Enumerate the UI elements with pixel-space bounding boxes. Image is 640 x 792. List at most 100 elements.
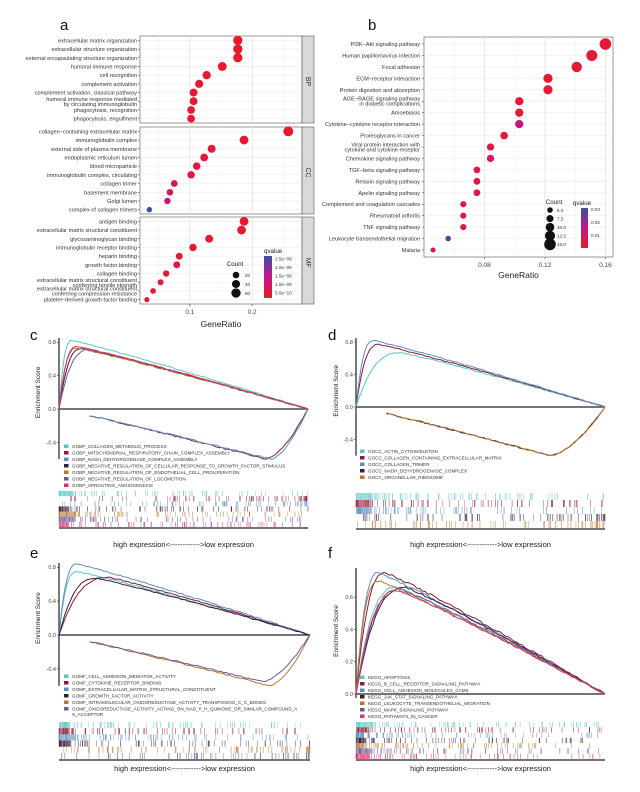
y-tick-label: 0.6 (345, 595, 353, 601)
y-tick-label: Leukocyte transendothelial migration (329, 237, 420, 243)
legend-swatch (360, 714, 365, 718)
y-tick-label-line: Leukocyte transendothelial migration (329, 237, 420, 243)
dot (460, 224, 467, 231)
legend-label: KEGG_JAK_STAT_SIGNALING_PATHWAY (368, 695, 458, 700)
y-axis-title: Enrichment Score (35, 366, 42, 418)
dot (195, 79, 204, 88)
legend-qvalue-label: 0.02 (591, 220, 600, 225)
legend-label: GOBP_NEGATIVE_REGULATION_OF_ENDOTHELIAL_… (72, 470, 239, 475)
legend-swatch (64, 457, 69, 461)
dot (146, 206, 153, 213)
legend-qvalue-title: qvalue (573, 200, 592, 207)
legend-count-title: Count (227, 261, 244, 268)
y-tick-label: 0.4 (345, 627, 353, 633)
dot (460, 201, 467, 208)
chart-d: 0.8 0.4 0.0 -0.4 Enrichment Score GOCC_ACTIN_… (333, 338, 606, 549)
legend-count-label: 20 (245, 273, 251, 278)
legend-swatch (360, 688, 365, 692)
y-tick-label: ECM−receptor interaction (356, 76, 420, 82)
panel-label-a: a (60, 17, 69, 34)
dot (192, 162, 201, 170)
legend-label: KEGG_CELL_ADHESION_MOLECULES_CAMS (368, 688, 469, 693)
y-tick-label: humoral immune response (71, 64, 137, 70)
legend-swatch (360, 682, 365, 686)
legend-count-dot (544, 238, 556, 251)
dot (187, 106, 195, 114)
hit-block (59, 734, 76, 741)
x-axis-title: high expression<------------>low express… (113, 540, 254, 549)
x-tick-label: 0.16 (599, 262, 612, 269)
y-tick-label-line: humoral immune response mediated (46, 97, 137, 103)
y-tick-label: Rheumatoid arthritis (370, 214, 420, 220)
y-tick-label-line: complement activation (81, 82, 137, 88)
facet-strip-label: CC (304, 167, 311, 177)
y-tick-label: Relaxin signaling pathway (355, 179, 420, 185)
y-tick-label: -0.4 (47, 667, 56, 673)
dot (175, 252, 183, 260)
y-tick-label: Cytokine−cytokine receptor interaction (325, 122, 420, 128)
x-axis-title: GeneRatio (201, 319, 242, 329)
facet-cc: collagen−containing extracellular matrix… (39, 126, 315, 215)
dot (162, 270, 170, 277)
y-tick-label: Complement and coagulation cascades (322, 202, 420, 208)
y-tick-label-line: blood microparticle (90, 164, 137, 170)
legend-count-dot (231, 288, 241, 298)
es-curve (355, 339, 606, 408)
legend-count-label: 5.0 (557, 208, 564, 213)
y-tick-label: complement activation, classical pathway (35, 91, 137, 97)
y-tick-label-line: Golgi lumen (107, 199, 137, 205)
es-curve (58, 348, 309, 410)
dot (189, 243, 197, 252)
legend-swatch (360, 701, 365, 705)
y-tick-label-line: ECM−receptor interaction (356, 76, 420, 82)
y-tick-label: Proteoglycans in cancer (360, 134, 420, 140)
y-tick-label: -0.4 (344, 437, 353, 443)
y-tick-label-line: basement membrane (84, 190, 137, 196)
legend-count-dot (546, 215, 554, 223)
x-tick-label: 0.1 (185, 309, 194, 316)
facet-strip (301, 216, 315, 305)
y-tick-label-line: TGF−beta signaling pathway (349, 168, 421, 174)
legend: KEGG_APOPTOSIS KEGG_B_CELL_RECEPTOR_SIGNA… (360, 675, 490, 719)
es-curve (89, 634, 311, 687)
y-tick-label-line: conferring compression resistance (52, 291, 137, 297)
legend-count-title: Count (546, 199, 563, 206)
y-tick-label-line: Amoebiasis (391, 111, 420, 117)
x-tick-label: 0.12 (539, 262, 552, 269)
hit-block (356, 507, 371, 514)
y-tick-label: extracellular structure organization (51, 47, 137, 53)
hit-block (356, 737, 366, 744)
dot (164, 197, 171, 205)
y-tick-label: immunoglobulin complex, circulating (47, 173, 137, 179)
es-curve (58, 347, 309, 410)
es-curve (355, 571, 606, 695)
legend-swatch (360, 708, 365, 712)
es-curve (355, 352, 606, 408)
y-tick-label: extracellular matrix organization (58, 38, 137, 44)
legend-label: GOBP_MITOCHONDRIAL_RESPIRATORY_CHAIN_COM… (72, 451, 230, 456)
dot (233, 44, 243, 54)
dot (283, 126, 294, 137)
legend-label: KEGG_PATHWAYS_IN_CANCER (368, 714, 438, 719)
y-tick-label-line: complex of collagen trimers (69, 208, 137, 214)
legend-count-label: 10.0 (557, 225, 566, 230)
y-tick-label-line: Rheumatoid arthritis (370, 214, 420, 220)
y-tick-label-line: Apelin signaling pathway (358, 191, 420, 197)
panel-label-c: c (30, 327, 38, 344)
y-tick-label: cell recognition (100, 73, 137, 79)
chart-e: 0.8 0.4 0.0 -0.4 Enrichment Score GOMF_CELL_A… (35, 563, 311, 773)
es-curve (355, 590, 606, 695)
legend-swatch (64, 444, 69, 448)
dot (460, 212, 467, 219)
dot (202, 70, 211, 80)
hit-block (356, 753, 370, 759)
chart-a: extracellular matrix organization extrace… (26, 35, 315, 329)
legend-swatch (64, 483, 69, 487)
x-axis-title: GeneRatio (498, 270, 539, 280)
dot (170, 180, 178, 187)
y-tick-label: basement membrane (84, 190, 137, 196)
hit-block (59, 491, 74, 497)
